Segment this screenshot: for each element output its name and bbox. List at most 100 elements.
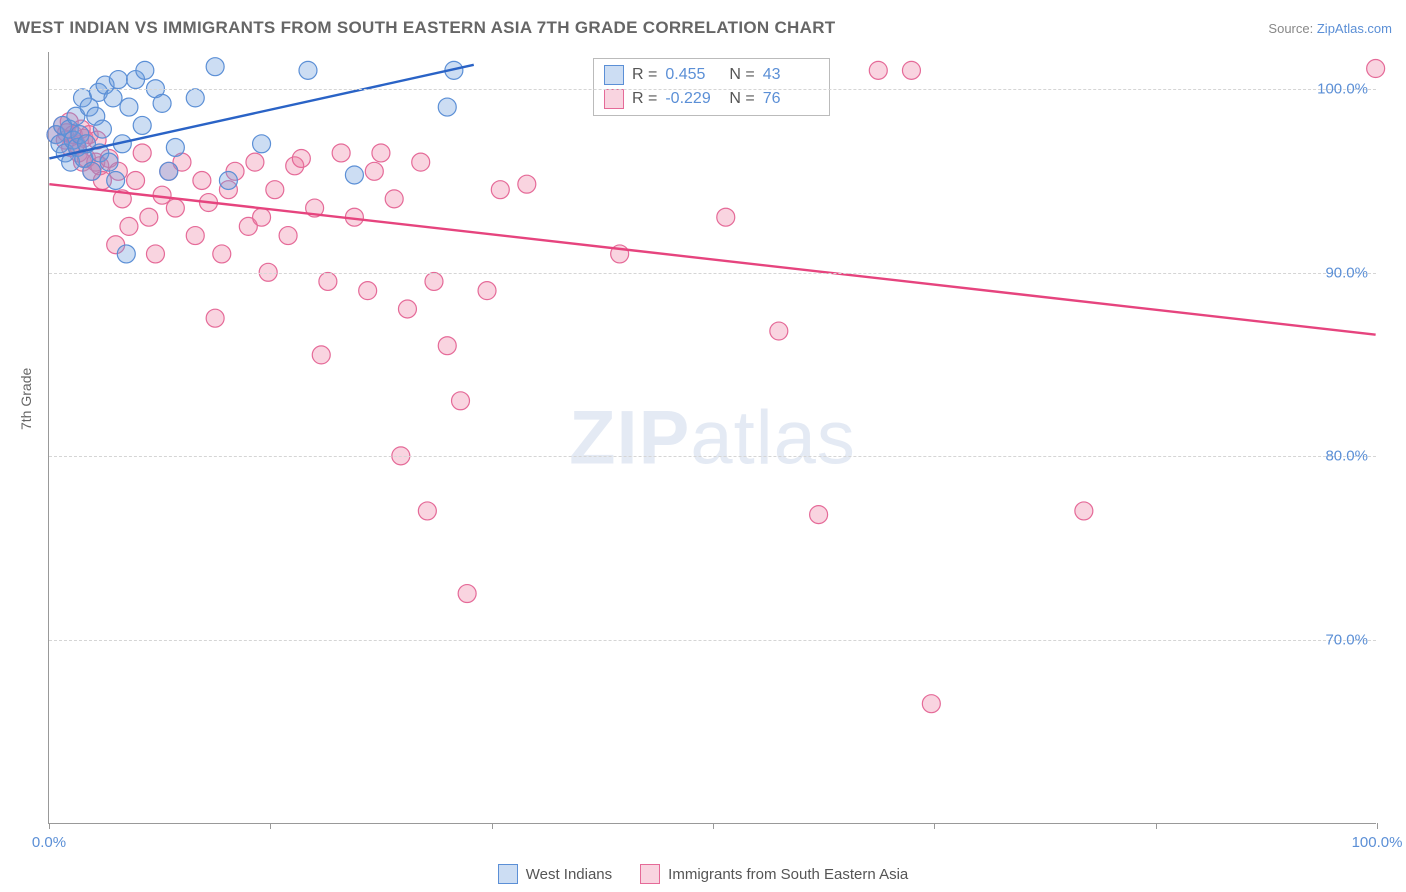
x-tick xyxy=(492,823,493,829)
gridline xyxy=(49,640,1376,641)
x-tick xyxy=(270,823,271,829)
n-label: N = xyxy=(729,63,754,87)
data-point xyxy=(1367,60,1385,78)
legend-item: West Indians xyxy=(498,864,612,884)
n-value: 76 xyxy=(763,87,819,111)
data-point xyxy=(206,309,224,327)
data-point xyxy=(345,166,363,184)
legend-swatch xyxy=(604,89,624,109)
trend-line xyxy=(49,184,1375,335)
data-point xyxy=(869,61,887,79)
data-point xyxy=(438,337,456,355)
data-point xyxy=(412,153,430,171)
gridline xyxy=(49,456,1376,457)
y-tick-label: 100.0% xyxy=(1317,80,1368,97)
data-point xyxy=(717,208,735,226)
data-point xyxy=(100,153,118,171)
data-point xyxy=(133,116,151,134)
data-point xyxy=(133,144,151,162)
x-tick xyxy=(49,823,50,829)
x-tick xyxy=(1156,823,1157,829)
data-point xyxy=(146,245,164,263)
data-point xyxy=(127,172,145,190)
x-tick-label: 0.0% xyxy=(32,834,66,851)
r-value: -0.229 xyxy=(665,87,721,111)
data-point xyxy=(83,162,101,180)
data-point xyxy=(902,61,920,79)
y-axis-title: 7th Grade xyxy=(18,368,34,430)
data-point xyxy=(279,227,297,245)
n-label: N = xyxy=(729,87,754,111)
data-point xyxy=(186,89,204,107)
data-point xyxy=(359,282,377,300)
gridline xyxy=(49,273,1376,274)
y-tick-label: 80.0% xyxy=(1325,448,1368,465)
data-point xyxy=(1075,502,1093,520)
data-point xyxy=(109,71,127,89)
data-point xyxy=(398,300,416,318)
data-point xyxy=(153,94,171,112)
data-point xyxy=(332,144,350,162)
data-point xyxy=(458,585,476,603)
data-point xyxy=(166,138,184,156)
data-point xyxy=(120,98,138,116)
x-tick xyxy=(934,823,935,829)
chart-title: WEST INDIAN VS IMMIGRANTS FROM SOUTH EAS… xyxy=(14,18,835,38)
data-point xyxy=(365,162,383,180)
data-point xyxy=(206,58,224,76)
data-point xyxy=(93,120,111,138)
y-tick-label: 90.0% xyxy=(1325,264,1368,281)
x-tick xyxy=(713,823,714,829)
plot-area: ZIPatlas R =0.455N =43R =-0.229N =76 70.… xyxy=(48,52,1376,824)
legend-label: West Indians xyxy=(526,866,612,883)
legend-item: Immigrants from South Eastern Asia xyxy=(640,864,908,884)
data-point xyxy=(266,181,284,199)
data-point xyxy=(253,208,271,226)
data-point xyxy=(438,98,456,116)
data-point xyxy=(107,172,125,190)
data-point xyxy=(385,190,403,208)
data-point xyxy=(104,89,122,107)
data-point xyxy=(193,172,211,190)
data-point xyxy=(425,272,443,290)
n-value: 43 xyxy=(763,63,819,87)
legend-label: Immigrants from South Eastern Asia xyxy=(668,866,908,883)
data-point xyxy=(136,61,154,79)
data-point xyxy=(491,181,509,199)
data-point xyxy=(770,322,788,340)
data-point xyxy=(922,695,940,713)
data-point xyxy=(253,135,271,153)
data-point xyxy=(478,282,496,300)
bottom-legend: West Indians Immigrants from South Easter… xyxy=(0,864,1406,884)
data-point xyxy=(299,61,317,79)
data-point xyxy=(140,208,158,226)
legend-stats-box: R =0.455N =43R =-0.229N =76 xyxy=(593,58,830,116)
y-tick-label: 70.0% xyxy=(1325,632,1368,649)
data-point xyxy=(452,392,470,410)
data-point xyxy=(160,162,178,180)
data-point xyxy=(219,172,237,190)
data-point xyxy=(186,227,204,245)
data-point xyxy=(418,502,436,520)
data-point xyxy=(292,149,310,167)
legend-swatch xyxy=(604,65,624,85)
data-point xyxy=(213,245,231,263)
data-point xyxy=(312,346,330,364)
r-label: R = xyxy=(632,63,657,87)
legend-stats-row: R =0.455N =43 xyxy=(604,63,819,87)
data-point xyxy=(166,199,184,217)
x-tick-label: 100.0% xyxy=(1352,834,1403,851)
data-point xyxy=(246,153,264,171)
data-point xyxy=(372,144,390,162)
legend-stats-row: R = -0.229 N = 76 xyxy=(604,87,819,111)
data-point xyxy=(319,272,337,290)
data-point xyxy=(810,506,828,524)
r-label: R = xyxy=(632,87,657,111)
legend-swatch xyxy=(498,864,518,884)
data-point xyxy=(518,175,536,193)
source-label: Source: xyxy=(1268,21,1313,36)
chart-svg xyxy=(49,52,1376,823)
source-link[interactable]: ZipAtlas.com xyxy=(1317,21,1392,36)
data-point xyxy=(117,245,135,263)
data-point xyxy=(120,217,138,235)
